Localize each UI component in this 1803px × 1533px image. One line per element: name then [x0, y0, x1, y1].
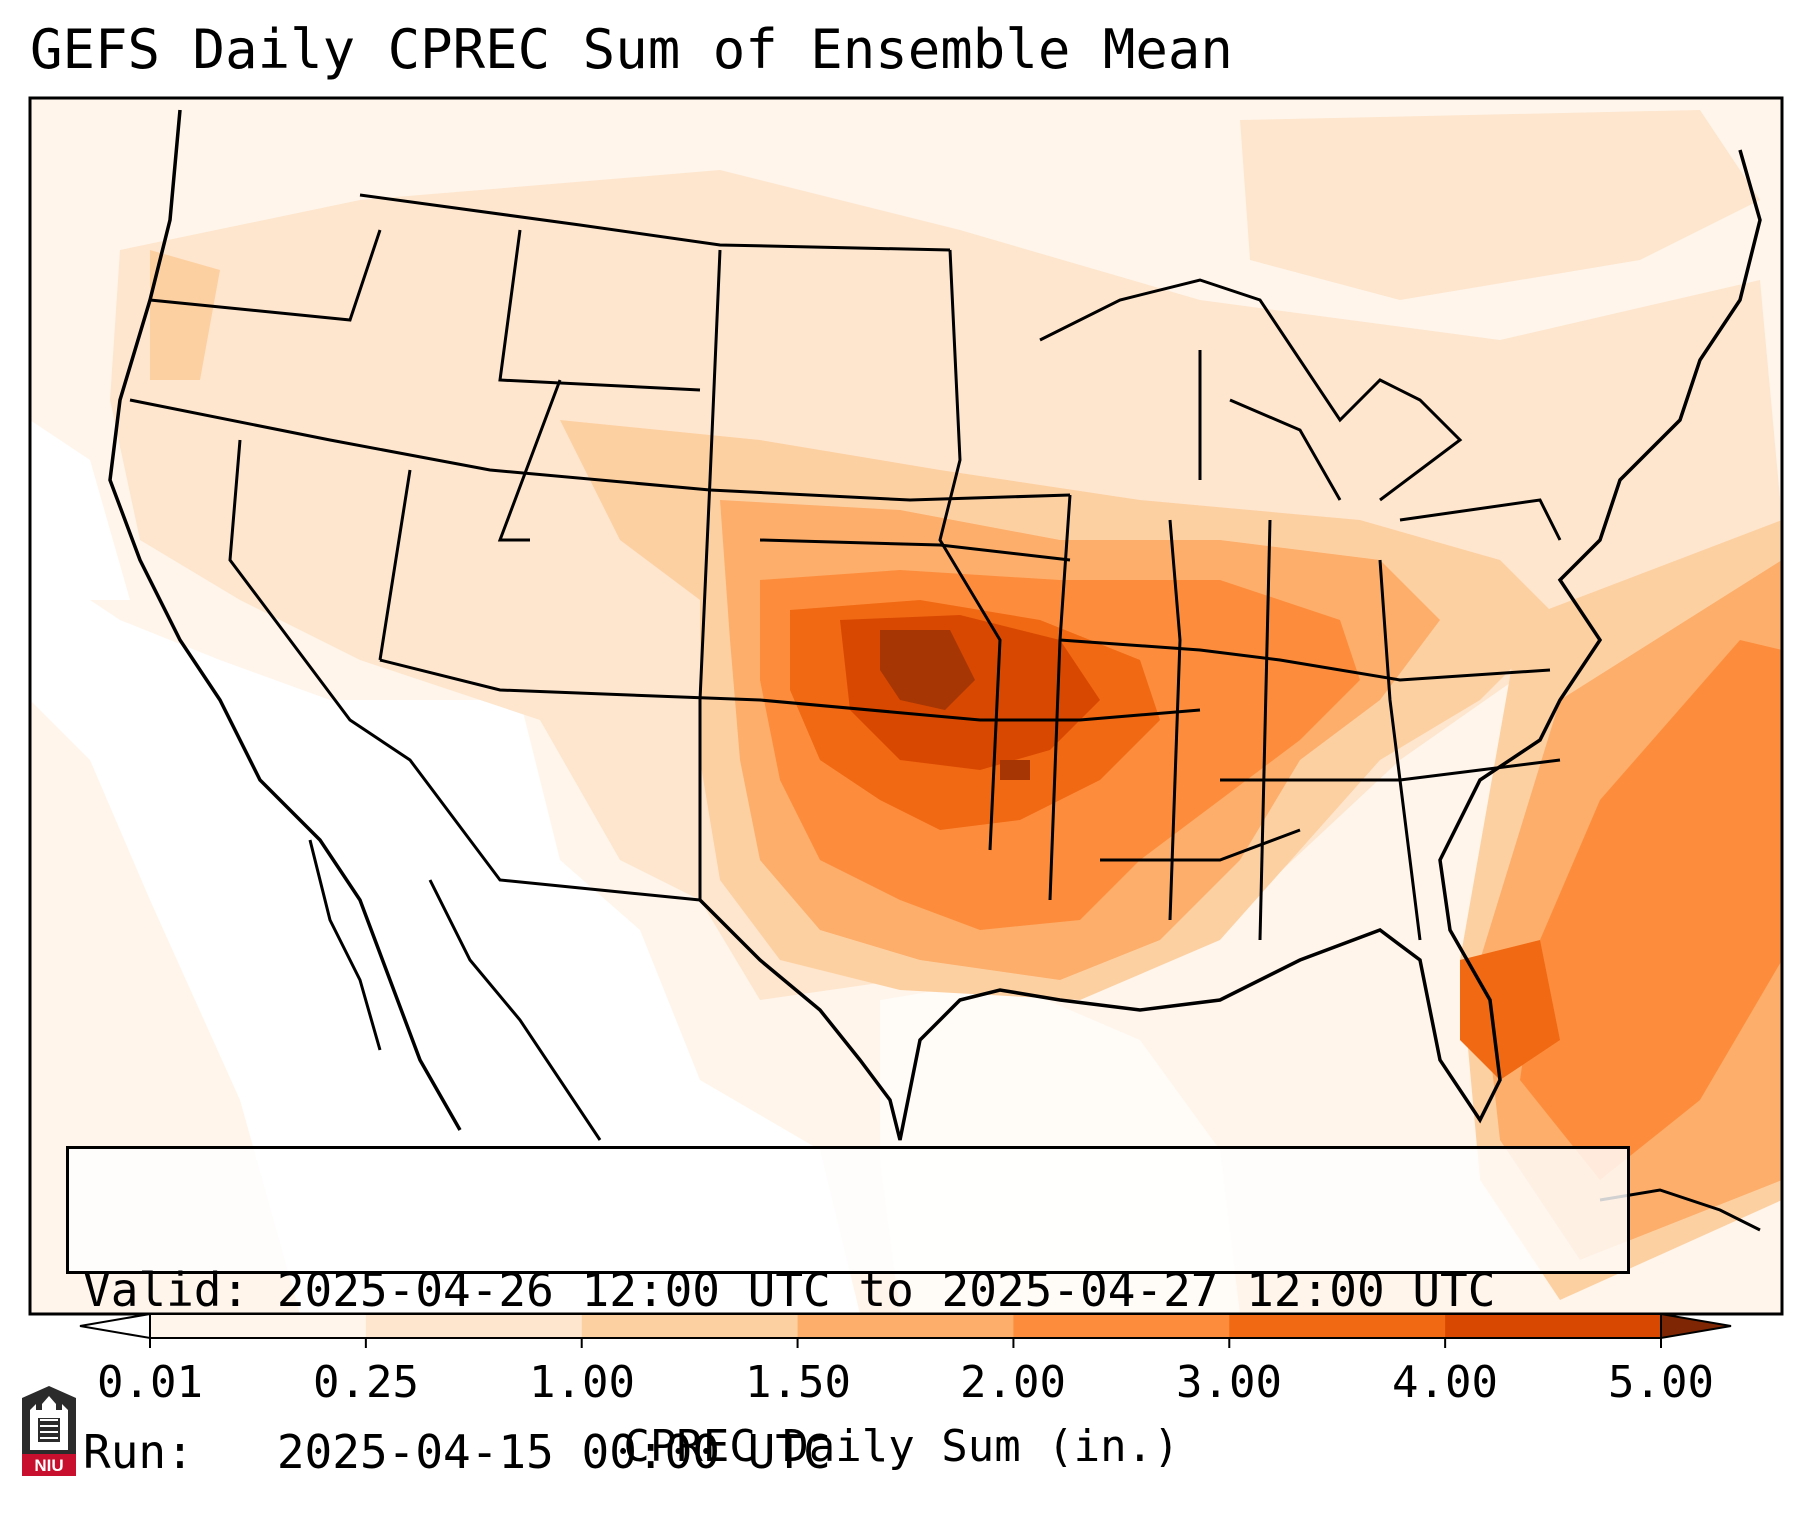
- extreme-precip-core: [880, 630, 975, 710]
- medium-precip-nw: [150, 250, 220, 380]
- colorbar-under-extension: [79, 1312, 151, 1340]
- colorbar-tick-5: 3.00: [1176, 1357, 1282, 1408]
- niu-logo-icon: NIU: [22, 1386, 76, 1476]
- colorbar-segment-4: [1013, 1314, 1230, 1338]
- colorbar-tick-4: 2.00: [960, 1357, 1066, 1408]
- colorbar-segment-2: [581, 1314, 799, 1338]
- dry-region-west: [30, 420, 130, 600]
- colorbar-tick-0: 0.01: [97, 1357, 203, 1408]
- colorbar-tick-3: 1.50: [745, 1357, 851, 1408]
- colorbar-tick-6: 4.00: [1392, 1357, 1498, 1408]
- run-time-line: Run: 2025-04-15 00:00 UTC: [83, 1425, 831, 1479]
- colorbar: [79, 1312, 1732, 1348]
- very-heavy-precip-florida: [1460, 940, 1560, 1080]
- great-lakes: [1039, 278, 1463, 502]
- precipitation-map: [28, 96, 1784, 1316]
- coastline: [108, 109, 1762, 1141]
- logo-text: NIU: [34, 1456, 63, 1475]
- colorbar-tick-7: 5.00: [1608, 1357, 1714, 1408]
- colorbar-outline: [149, 1313, 1662, 1339]
- map-title: GEFS Daily CPREC Sum of Ensemble Mean: [30, 18, 1233, 81]
- colorbar-label: CPREC Daily Sum (in.): [623, 1421, 1180, 1472]
- valid-run-info-box: Valid: 2025-04-26 12:00 UTC to 2025-04-2…: [66, 1146, 1630, 1479]
- colorbar-tick-1: 0.25: [313, 1357, 419, 1408]
- colorbar-over-extension: [1660, 1312, 1732, 1340]
- colorbar-segment-3: [797, 1314, 1014, 1338]
- dry-region: [30, 560, 860, 1314]
- colorbar-segment-1: [365, 1314, 583, 1338]
- heavy-precip-atlantic: [1520, 640, 1782, 1180]
- mexico-baja: [308, 839, 602, 1141]
- colorbar-segment-5: [1229, 1314, 1446, 1338]
- light-precip-northeast: [1240, 110, 1760, 300]
- colorbar-segment-6: [1445, 1314, 1662, 1338]
- extreme-precip-core-2: [1000, 760, 1030, 780]
- cuba: [1599, 1188, 1761, 1232]
- colorbar-segment-0: [150, 1314, 367, 1338]
- colorbar-tick-2: 1.00: [529, 1357, 635, 1408]
- valid-time-line: Valid: 2025-04-26 12:00 UTC to 2025-04-2…: [83, 1263, 1496, 1317]
- state-boundaries: [129, 193, 1562, 941]
- logo-banner: [22, 1454, 76, 1476]
